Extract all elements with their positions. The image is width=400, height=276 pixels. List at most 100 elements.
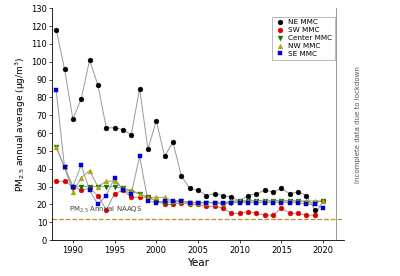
- SW MMC: [137, 196, 142, 199]
- NE MMC: [112, 126, 117, 129]
- Line: SE MMC: SE MMC: [54, 88, 326, 210]
- Center MMC: [304, 201, 309, 204]
- X-axis label: Year: Year: [187, 258, 209, 268]
- NE MMC: [246, 194, 250, 197]
- SW MMC: [296, 212, 300, 215]
- Center MMC: [54, 146, 58, 149]
- NE MMC: [146, 147, 150, 151]
- SW MMC: [162, 203, 167, 206]
- NW MMC: [179, 199, 184, 203]
- NE MMC: [62, 67, 67, 71]
- NE MMC: [79, 98, 84, 101]
- NW MMC: [104, 180, 109, 183]
- SE MMC: [62, 165, 67, 169]
- Center MMC: [246, 199, 250, 203]
- SW MMC: [146, 196, 150, 199]
- NW MMC: [254, 199, 259, 203]
- SE MMC: [237, 201, 242, 204]
- Center MMC: [196, 201, 200, 204]
- SE MMC: [162, 199, 167, 203]
- NE MMC: [312, 208, 317, 211]
- SE MMC: [187, 201, 192, 204]
- NE MMC: [287, 192, 292, 195]
- SW MMC: [229, 212, 234, 215]
- Center MMC: [262, 199, 267, 203]
- NE MMC: [87, 58, 92, 62]
- NE MMC: [237, 199, 242, 203]
- NW MMC: [279, 199, 284, 203]
- SW MMC: [104, 208, 109, 211]
- NW MMC: [170, 199, 175, 203]
- SE MMC: [170, 199, 175, 203]
- SW MMC: [179, 201, 184, 204]
- SE MMC: [229, 201, 234, 204]
- SE MMC: [54, 89, 58, 92]
- NW MMC: [162, 196, 167, 199]
- Text: Incomplete data due to lockdown: Incomplete data due to lockdown: [355, 66, 361, 183]
- NE MMC: [296, 190, 300, 194]
- NW MMC: [146, 196, 150, 199]
- NW MMC: [304, 199, 309, 203]
- SE MMC: [287, 201, 292, 204]
- Center MMC: [312, 201, 317, 204]
- NW MMC: [229, 199, 234, 203]
- SW MMC: [79, 189, 84, 192]
- NW MMC: [237, 199, 242, 203]
- NE MMC: [229, 196, 234, 199]
- Center MMC: [154, 199, 159, 203]
- Center MMC: [137, 192, 142, 195]
- SW MMC: [54, 180, 58, 183]
- NW MMC: [287, 199, 292, 203]
- SE MMC: [321, 206, 326, 210]
- SE MMC: [221, 201, 226, 204]
- SE MMC: [196, 201, 200, 204]
- Y-axis label: PM$_{2.5}$ annual average (μg/m$^{3}$): PM$_{2.5}$ annual average (μg/m$^{3}$): [14, 57, 28, 192]
- SE MMC: [262, 201, 267, 204]
- NE MMC: [104, 126, 109, 129]
- Center MMC: [79, 185, 84, 188]
- Center MMC: [96, 185, 100, 188]
- Center MMC: [104, 185, 109, 188]
- SW MMC: [271, 214, 276, 217]
- NE MMC: [170, 140, 175, 144]
- NE MMC: [54, 28, 58, 31]
- SW MMC: [120, 189, 125, 192]
- SE MMC: [212, 201, 217, 204]
- SW MMC: [196, 203, 200, 206]
- Center MMC: [229, 201, 234, 204]
- SE MMC: [279, 201, 284, 204]
- NW MMC: [112, 180, 117, 183]
- Legend: NE MMC, SW MMC, Center MMC, NW MMC, SE MMC: NE MMC, SW MMC, Center MMC, NW MMC, SE M…: [272, 17, 334, 60]
- NE MMC: [304, 194, 309, 197]
- NW MMC: [271, 199, 276, 203]
- NE MMC: [187, 187, 192, 190]
- SW MMC: [212, 205, 217, 208]
- NW MMC: [79, 176, 84, 179]
- SW MMC: [262, 214, 267, 217]
- SW MMC: [312, 214, 317, 217]
- Line: NE MMC: NE MMC: [54, 27, 317, 212]
- NE MMC: [279, 187, 284, 190]
- SE MMC: [246, 201, 250, 204]
- NE MMC: [70, 117, 75, 121]
- NE MMC: [120, 128, 125, 131]
- NW MMC: [196, 201, 200, 204]
- Center MMC: [321, 199, 326, 203]
- NW MMC: [321, 199, 326, 203]
- NE MMC: [154, 119, 159, 122]
- SE MMC: [154, 201, 159, 204]
- Center MMC: [187, 201, 192, 204]
- SW MMC: [221, 206, 226, 210]
- SW MMC: [87, 187, 92, 190]
- SW MMC: [237, 212, 242, 215]
- NW MMC: [137, 192, 142, 195]
- Center MMC: [179, 199, 184, 203]
- SE MMC: [104, 194, 109, 197]
- NE MMC: [262, 189, 267, 192]
- Line: SW MMC: SW MMC: [54, 179, 326, 217]
- SE MMC: [204, 201, 209, 204]
- SW MMC: [279, 206, 284, 210]
- Center MMC: [129, 190, 134, 194]
- Center MMC: [146, 196, 150, 199]
- NE MMC: [221, 194, 226, 197]
